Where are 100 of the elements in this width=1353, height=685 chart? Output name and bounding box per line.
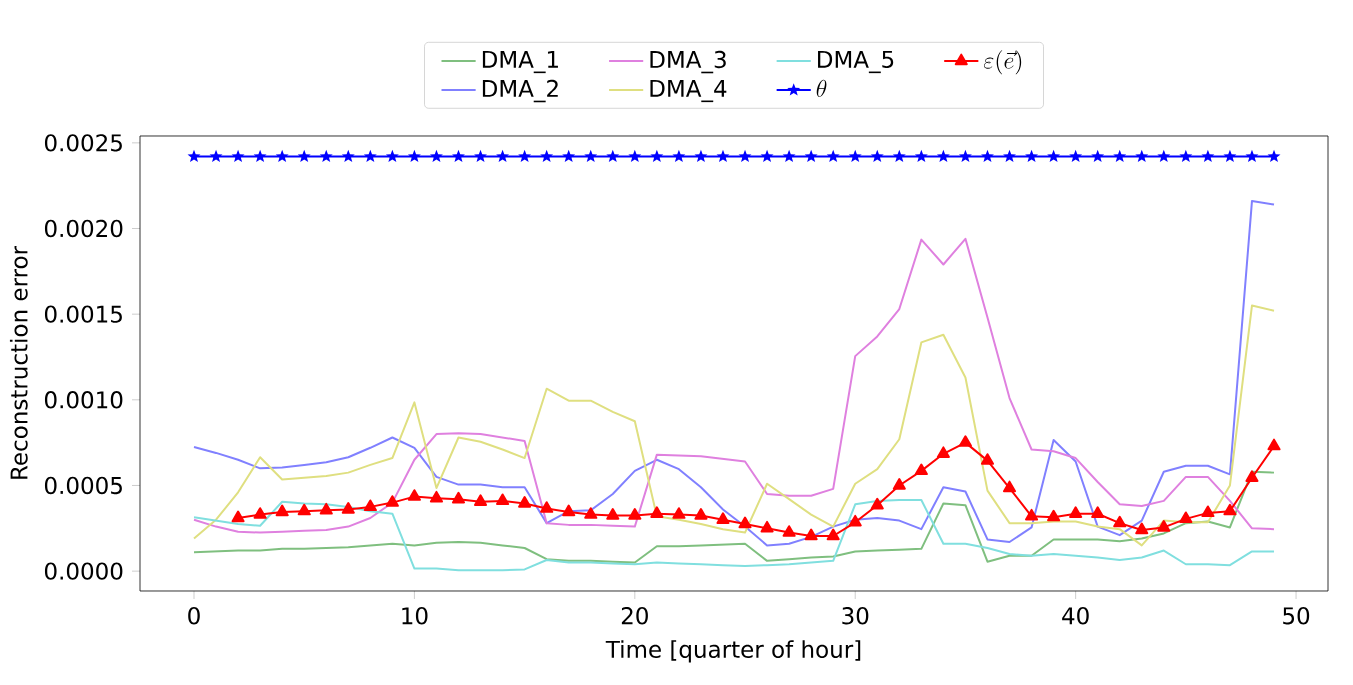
point: [1201, 505, 1215, 518]
point: [385, 149, 399, 163]
point: [914, 463, 928, 476]
point: [826, 149, 840, 163]
point: [319, 149, 333, 163]
legend-label: DMA_5: [818, 50, 894, 74]
point: [1157, 149, 1171, 163]
point: [760, 520, 774, 533]
point: [650, 506, 664, 518]
x-tick-label: 50: [1283, 607, 1310, 625]
point: [429, 149, 443, 163]
point: [870, 497, 884, 510]
point: [892, 149, 906, 163]
point: [562, 504, 576, 517]
point: [1047, 149, 1061, 163]
point: [1113, 149, 1127, 163]
x-tick-label: 30: [842, 607, 869, 625]
point: [1135, 149, 1149, 163]
point: [452, 149, 465, 163]
point: [363, 499, 377, 512]
legend-label: DMA_1: [482, 50, 558, 74]
point: [1201, 149, 1215, 163]
point: [804, 528, 818, 541]
legend-label: DMA_3: [650, 50, 726, 74]
point: [341, 502, 355, 514]
x-tick-label: 10: [402, 607, 428, 625]
point: [1113, 515, 1127, 528]
point: [253, 149, 267, 163]
point: [804, 149, 818, 163]
point: [1047, 509, 1061, 522]
point: [694, 149, 708, 163]
point: [518, 149, 532, 163]
point: [1245, 470, 1259, 482]
point: [319, 502, 333, 515]
point: [628, 508, 642, 520]
y-tick-label: 0.0000: [44, 562, 123, 580]
point: [672, 149, 686, 163]
point: [716, 512, 730, 524]
y-tick-label: 0.0025: [44, 134, 122, 152]
point: [848, 514, 862, 527]
point: [1091, 506, 1105, 518]
y-axis-title: Reconstruction error: [9, 245, 28, 479]
point: [1002, 480, 1017, 493]
point: [782, 525, 796, 537]
point: [892, 478, 906, 490]
point: [914, 149, 928, 163]
point: [363, 149, 377, 163]
x-tick-label: 40: [1062, 607, 1089, 625]
point: [650, 149, 664, 163]
point: [1025, 508, 1039, 521]
point: [451, 491, 466, 504]
point: [1245, 149, 1259, 163]
point: [341, 149, 355, 163]
point: [231, 149, 245, 163]
legend-label: $\varepsilon(\vec{e})$: [983, 50, 1022, 75]
point: [429, 490, 443, 503]
point: [1179, 149, 1193, 163]
point: [1267, 438, 1281, 451]
point: [496, 149, 510, 163]
point: [584, 149, 598, 163]
legend-label: DMA_4: [650, 79, 727, 103]
point: [209, 149, 223, 163]
point: [694, 508, 708, 520]
point: [584, 507, 598, 519]
point: [958, 149, 972, 163]
point: [1025, 149, 1039, 163]
y-tick-label: 0.0015: [44, 305, 122, 323]
point: [562, 149, 576, 163]
point: [275, 149, 289, 163]
point: [187, 149, 201, 163]
point: [870, 149, 884, 163]
point: [496, 493, 510, 506]
point: [981, 149, 994, 163]
legend-label: $\theta$: [816, 79, 827, 97]
point: [738, 516, 752, 529]
x-tick-label: 20: [621, 607, 648, 625]
point: [1179, 511, 1193, 524]
point: [1157, 520, 1171, 532]
point: [275, 504, 289, 517]
line-series: [193, 304, 1276, 547]
y-tick-label: 0.0010: [44, 391, 123, 409]
point: [297, 149, 311, 163]
point: [474, 149, 487, 163]
x-tick-label: 0: [188, 607, 200, 625]
point: [540, 149, 554, 163]
point: [716, 149, 730, 163]
point: [407, 149, 421, 163]
y-tick-label: 0.0020: [44, 219, 123, 238]
point: [628, 149, 642, 163]
point: [936, 446, 950, 458]
point: [231, 510, 245, 523]
point: [540, 501, 554, 513]
point: [606, 508, 620, 520]
point: [1223, 503, 1237, 516]
point: [826, 528, 840, 541]
x-axis-title: Time [quarter of hour]: [605, 640, 861, 663]
point: [672, 507, 686, 519]
point: [738, 149, 752, 163]
point: [407, 489, 421, 501]
point: [253, 507, 267, 519]
